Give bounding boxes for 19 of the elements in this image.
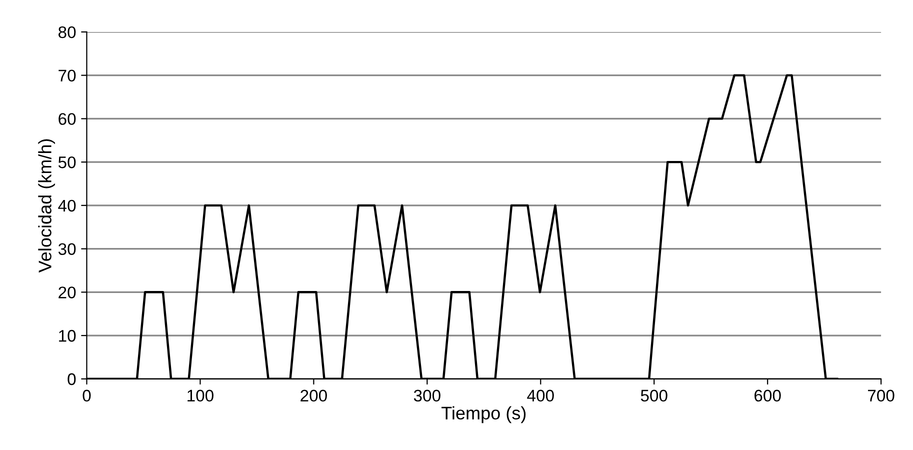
y-tick-label: 40 [58,200,76,212]
y-tick-label: 30 [58,243,76,255]
x-tick-label: 300 [414,390,440,402]
x-axis-title: Tiempo (s) [442,406,526,424]
x-tick-label: 700 [868,390,894,402]
x-tick-label: 500 [640,390,668,402]
x-tick-label: 400 [527,390,554,402]
y-tick-label: 70 [58,70,76,82]
y-tick-label: 80 [58,26,76,38]
y-tick-label: 50 [58,156,76,168]
x-tick-label: 200 [300,390,327,402]
y-tick-label: 10 [59,330,76,342]
y-axis-title: Velocidad (km/h) [38,139,55,273]
y-tick-label: 0 [68,373,76,386]
x-tick-label: 100 [188,390,214,402]
x-tick-label: 0 [82,390,91,402]
x-tick-label: 600 [754,390,781,402]
y-tick-label: 20 [58,286,76,298]
y-tick-label: 60 [58,113,76,125]
